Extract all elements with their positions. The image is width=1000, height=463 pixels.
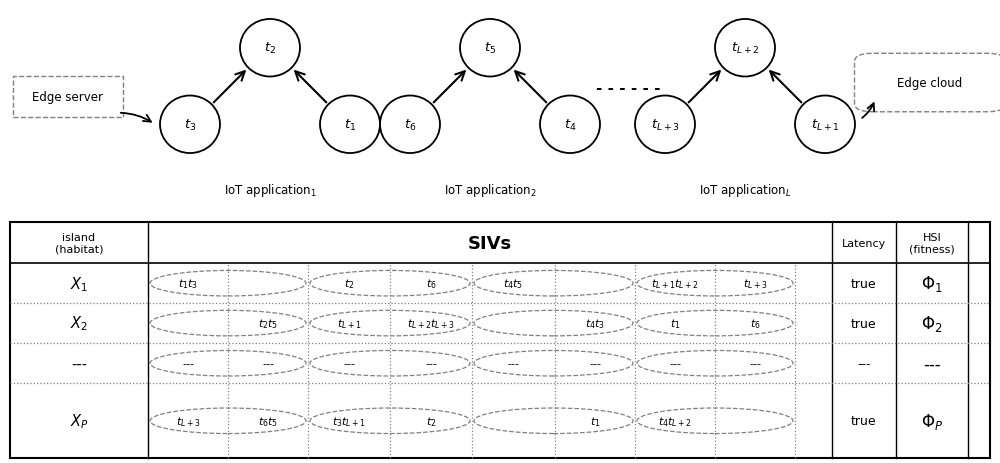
Text: $t_{L+2}t_{L+3}$: $t_{L+2}t_{L+3}$ <box>407 317 455 330</box>
Text: $t_6$: $t_6$ <box>426 277 436 290</box>
Text: ---: --- <box>262 358 274 369</box>
Text: $t_3t_{L+1}$: $t_3t_{L+1}$ <box>332 414 366 428</box>
Ellipse shape <box>795 96 855 154</box>
Bar <box>10 222 990 458</box>
Text: $X_2$: $X_2$ <box>70 314 88 333</box>
FancyBboxPatch shape <box>13 76 123 118</box>
Text: SIVs: SIVs <box>468 234 512 252</box>
Text: $t_1$: $t_1$ <box>670 317 680 330</box>
Text: ---: --- <box>508 358 520 369</box>
Text: - - - - - -: - - - - - - <box>596 81 660 95</box>
Text: $\Phi_1$: $\Phi_1$ <box>921 274 943 294</box>
Text: $t_2$: $t_2$ <box>264 41 276 56</box>
Text: $t_1$: $t_1$ <box>344 118 356 132</box>
Text: true: true <box>851 277 877 290</box>
Text: $t_2$: $t_2$ <box>344 277 354 290</box>
Text: $t_{L+2}$: $t_{L+2}$ <box>731 41 759 56</box>
Text: true: true <box>851 317 877 330</box>
Text: IoT application$_2$: IoT application$_2$ <box>444 181 536 198</box>
Text: ---: --- <box>589 358 601 369</box>
Text: $t_1$: $t_1$ <box>590 414 600 428</box>
Text: $\Phi_2$: $\Phi_2$ <box>921 313 943 333</box>
Text: $t_2$: $t_2$ <box>426 414 436 428</box>
Text: $t_2t_5$: $t_2t_5$ <box>258 317 278 330</box>
Text: $t_{L+3}$: $t_{L+3}$ <box>176 414 200 428</box>
Text: ---: --- <box>182 358 194 369</box>
Text: Edge server: Edge server <box>32 91 104 104</box>
Text: IoT application$_1$: IoT application$_1$ <box>224 181 316 198</box>
Text: $t_6t_5$: $t_6t_5$ <box>258 414 278 428</box>
Text: ---: --- <box>857 357 871 370</box>
Text: $t_4$: $t_4$ <box>564 118 576 132</box>
Text: island
(habitat): island (habitat) <box>55 232 103 254</box>
Ellipse shape <box>160 96 220 154</box>
Text: true: true <box>851 414 877 427</box>
Ellipse shape <box>635 96 695 154</box>
Text: IoT application$_L$: IoT application$_L$ <box>699 181 791 198</box>
Ellipse shape <box>240 20 300 77</box>
Text: ---: --- <box>669 358 681 369</box>
Text: ---: --- <box>71 356 87 371</box>
Ellipse shape <box>715 20 775 77</box>
Ellipse shape <box>320 96 380 154</box>
Text: $t_6$: $t_6$ <box>404 118 416 132</box>
FancyBboxPatch shape <box>854 54 1000 113</box>
Text: $t_4t_3$: $t_4t_3$ <box>585 317 605 330</box>
Text: $t_{L+1}$: $t_{L+1}$ <box>811 118 839 132</box>
Text: $t_4t_5$: $t_4t_5$ <box>503 277 524 290</box>
Text: $t_{L+1}$: $t_{L+1}$ <box>337 317 361 330</box>
Text: $t_4t_{L+2}$: $t_4t_{L+2}$ <box>658 414 692 428</box>
Ellipse shape <box>380 96 440 154</box>
Text: ---: --- <box>343 358 355 369</box>
Text: $t_{L+1}t_{L+2}$: $t_{L+1}t_{L+2}$ <box>651 277 699 290</box>
Text: $\Phi_P$: $\Phi_P$ <box>921 411 943 431</box>
Bar <box>0 0 1000 222</box>
Text: $t_{L+3}$: $t_{L+3}$ <box>743 277 767 290</box>
Text: $X_P$: $X_P$ <box>70 412 88 430</box>
Text: $t_5$: $t_5$ <box>484 41 496 56</box>
Text: HSI
(fitness): HSI (fitness) <box>909 232 955 254</box>
Text: $t_1t_3$: $t_1t_3$ <box>178 277 198 290</box>
Ellipse shape <box>540 96 600 154</box>
Ellipse shape <box>460 20 520 77</box>
Text: ---: --- <box>923 355 941 372</box>
Text: ---: --- <box>749 358 761 369</box>
Text: $t_{L+3}$: $t_{L+3}$ <box>651 118 679 132</box>
Text: $t_6$: $t_6$ <box>750 317 760 330</box>
Text: $X_1$: $X_1$ <box>70 274 88 293</box>
Text: Edge cloud: Edge cloud <box>897 77 963 90</box>
Text: ---: --- <box>425 358 437 369</box>
Text: $t_3$: $t_3$ <box>184 118 196 132</box>
Text: Latency: Latency <box>842 238 886 248</box>
